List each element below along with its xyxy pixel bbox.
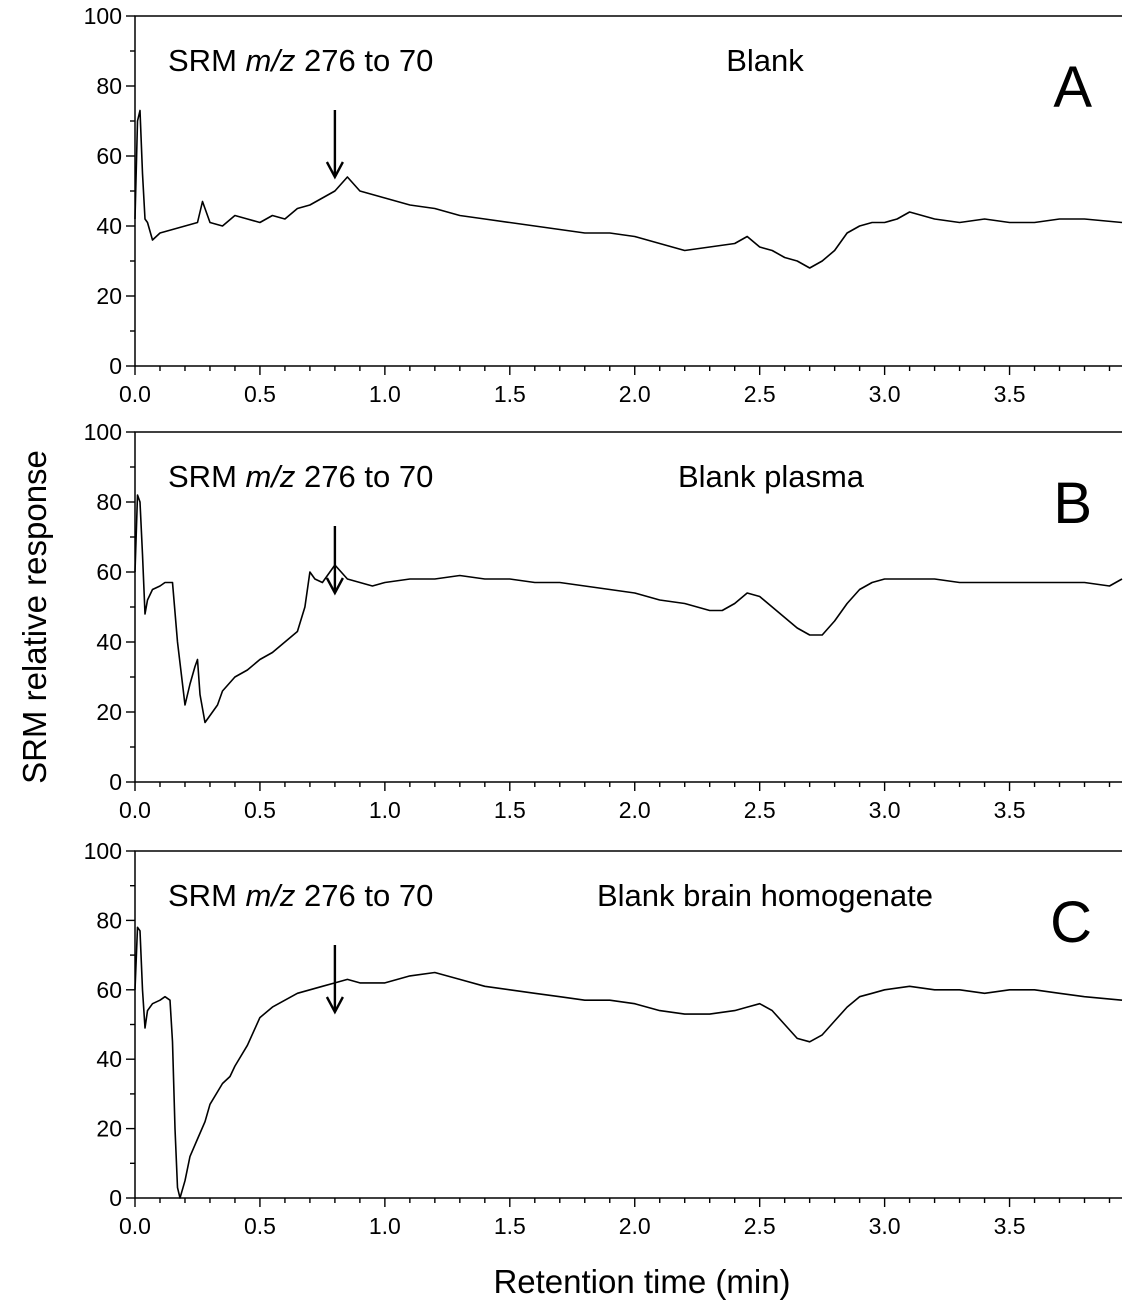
x-tick-label: 2.0 — [619, 1213, 651, 1239]
y-tick-label: 0 — [109, 1185, 122, 1211]
x-tick-label: 0.5 — [244, 797, 276, 823]
x-tick-label: 1.5 — [494, 797, 526, 823]
x-tick-label: 2.5 — [744, 1213, 776, 1239]
y-tick-label: 40 — [96, 1046, 122, 1072]
y-tick-label: 20 — [96, 1116, 122, 1142]
panel-letter: B — [1053, 471, 1092, 536]
y-tick-label: 100 — [84, 419, 122, 445]
arrow-head — [325, 996, 344, 1015]
arrow-head — [325, 161, 344, 180]
x-tick-label: 2.0 — [619, 381, 651, 407]
sample-label: Blank brain homogenate — [597, 878, 933, 913]
x-axis-title: Retention time (min) — [493, 1263, 790, 1300]
y-tick-label: 0 — [109, 353, 122, 379]
panel-letter: C — [1050, 890, 1092, 955]
x-tick-label: 3.0 — [869, 381, 901, 407]
x-tick-label: 3.5 — [994, 797, 1026, 823]
x-tick-label: 1.0 — [369, 381, 401, 407]
chromatogram-trace — [134, 109, 1123, 269]
x-tick-label: 0.5 — [244, 381, 276, 407]
y-tick-label: 60 — [96, 977, 122, 1003]
y-tick-label: 80 — [96, 73, 122, 99]
srm-transition-label: SRM m/z 276 to 70 — [168, 43, 433, 78]
srm-transition-label: SRM m/z 276 to 70 — [168, 878, 433, 913]
panel-b: 0 20 40 60 80 100 0.0 0.5 1.0 1.5 2.0 2.5 3.0 3.5 SRM … — [84, 419, 1123, 823]
y-tick-label: 40 — [96, 213, 122, 239]
y-tick-label: 80 — [96, 907, 122, 933]
x-tick-label: 0.0 — [119, 797, 151, 823]
y-tick-label: 60 — [96, 559, 122, 585]
sample-label: Blank plasma — [678, 459, 865, 494]
x-tick-label: 3.5 — [994, 1213, 1026, 1239]
arrow-head — [325, 577, 344, 596]
y-tick-label: 40 — [96, 629, 122, 655]
x-tick-label: 2.0 — [619, 797, 651, 823]
x-tick-label: 0.0 — [119, 1213, 151, 1239]
srm-transition-label: SRM m/z 276 to 70 — [168, 459, 433, 494]
y-tick-label: 0 — [109, 769, 122, 795]
x-tick-label: 1.0 — [369, 797, 401, 823]
x-tick-label: 1.5 — [494, 1213, 526, 1239]
panel-a: 0 20 40 60 80 100 0.0 0.5 1.0 1.5 2.0 2.5 3.0 3.5 SRM … — [84, 3, 1123, 407]
y-tick-label: 20 — [96, 283, 122, 309]
sample-label: Blank — [726, 43, 804, 78]
y-tick-label: 60 — [96, 143, 122, 169]
chromatogram-trace — [134, 494, 1123, 724]
x-tick-label: 1.5 — [494, 381, 526, 407]
y-axis-title: SRM relative response — [16, 450, 53, 784]
x-tick-label: 2.5 — [744, 797, 776, 823]
y-tick-label: 20 — [96, 699, 122, 725]
y-tick-label: 100 — [84, 838, 122, 864]
x-tick-label: 0.0 — [119, 381, 151, 407]
y-tick-label: 80 — [96, 489, 122, 515]
x-tick-label: 3.0 — [869, 1213, 901, 1239]
chromatogram-trace — [134, 926, 1123, 1199]
panel-c: 0 20 40 60 80 100 0.0 0.5 1.0 1.5 2.0 2.5 3.0 3.5 SRM … — [84, 838, 1123, 1239]
x-tick-label: 0.5 — [244, 1213, 276, 1239]
x-tick-label: 3.5 — [994, 381, 1026, 407]
x-tick-label: 2.5 — [744, 381, 776, 407]
x-tick-label: 1.0 — [369, 1213, 401, 1239]
panel-letter: A — [1053, 55, 1092, 120]
x-tick-label: 3.0 — [869, 797, 901, 823]
y-tick-label: 100 — [84, 3, 122, 29]
